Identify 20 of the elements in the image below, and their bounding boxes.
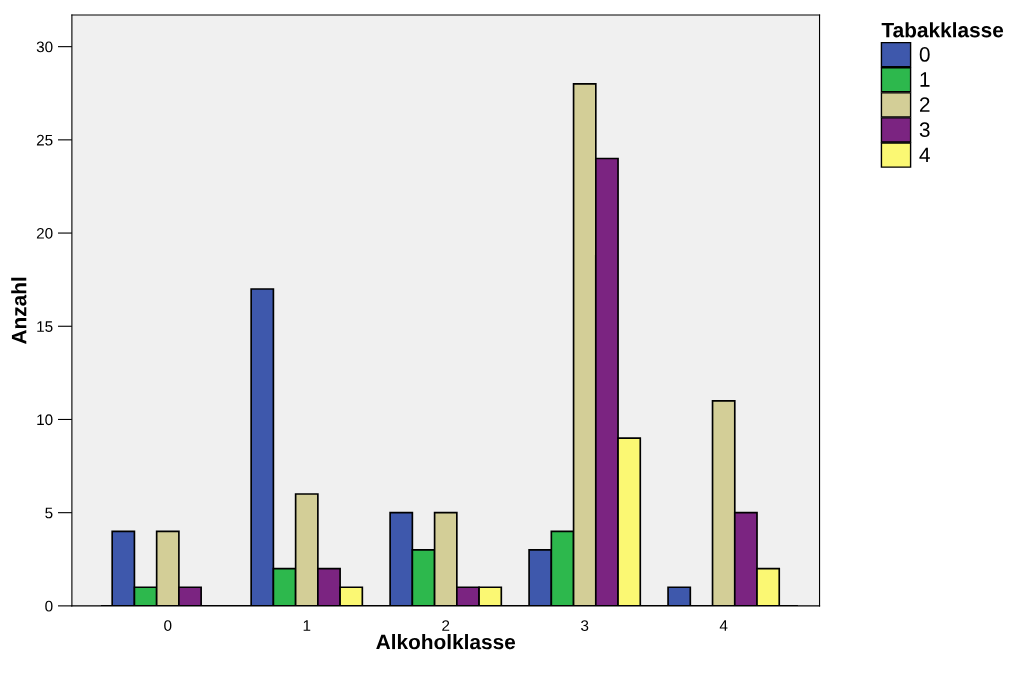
y-tick-label: 5 bbox=[45, 507, 53, 519]
legend-title: Tabakklasse bbox=[881, 22, 1004, 38]
y-tick-label: 10 bbox=[37, 414, 53, 426]
y-axis-title: Anzahl bbox=[11, 277, 27, 345]
y-tick-label: 20 bbox=[36, 227, 53, 239]
y-tick-label: 0 bbox=[45, 600, 53, 612]
legend-label: 2 bbox=[919, 97, 930, 112]
x-tick-label: 4 bbox=[719, 620, 728, 631]
y-tick-label: 15 bbox=[37, 321, 53, 332]
x-axis-title: Alkoholklasse bbox=[376, 634, 516, 650]
y-tick-label: 30 bbox=[36, 41, 53, 53]
legend-label: 0 bbox=[919, 47, 930, 62]
legend-label: 4 bbox=[919, 147, 930, 162]
x-tick-label: 2 bbox=[442, 620, 450, 631]
legend-label: 1 bbox=[920, 72, 930, 87]
legend-label: 3 bbox=[919, 122, 930, 138]
y-tick-label: 25 bbox=[36, 134, 53, 146]
x-tick-label: 1 bbox=[303, 620, 311, 631]
x-tick-label: 0 bbox=[164, 620, 172, 631]
x-tick-label: 3 bbox=[581, 620, 589, 631]
